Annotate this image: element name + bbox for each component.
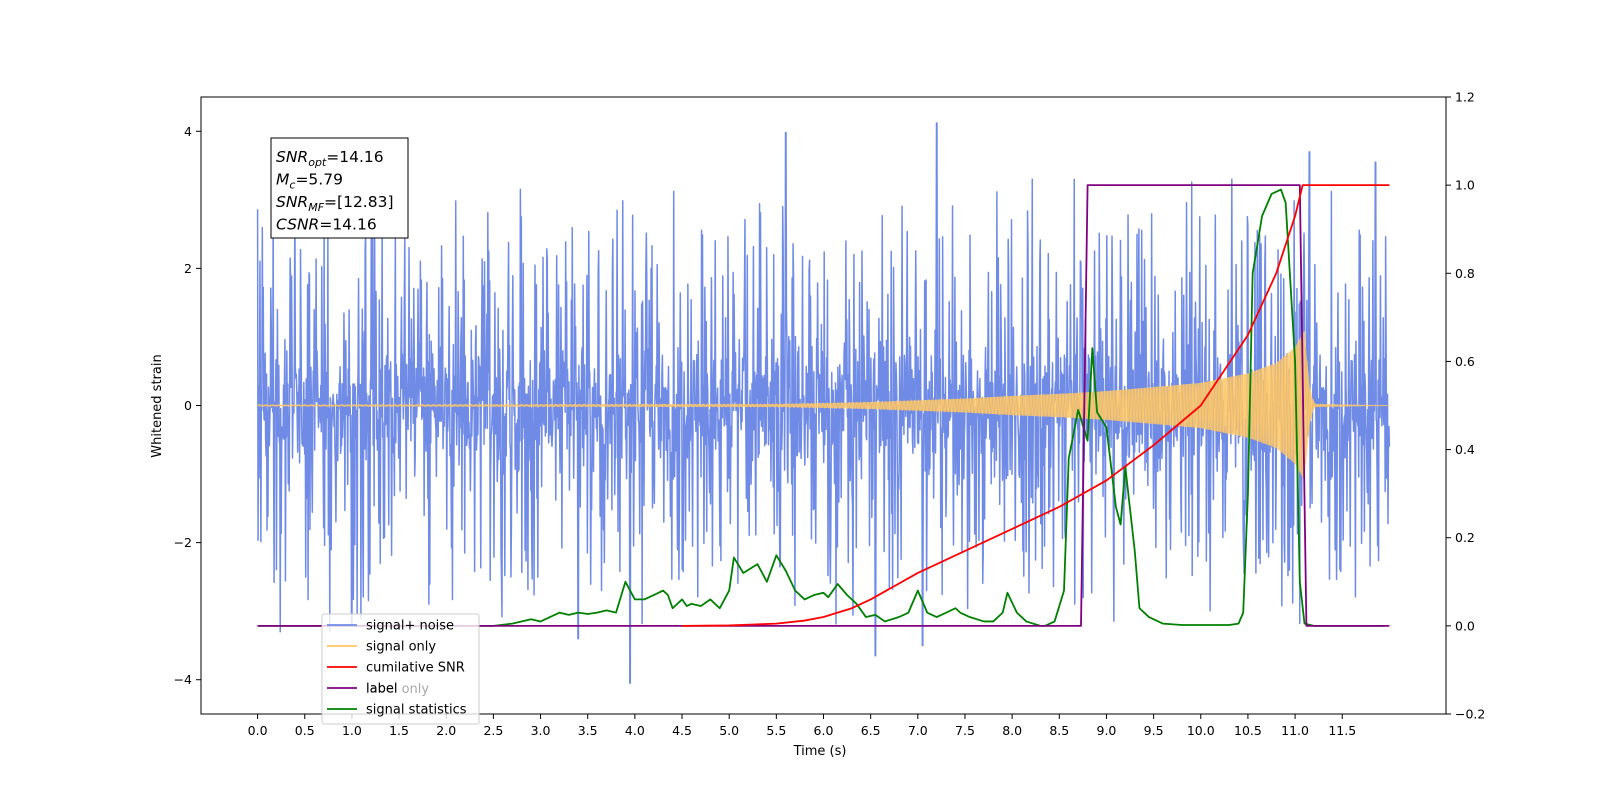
- x-tick-label: 7.0: [908, 723, 928, 738]
- legend-entry-label: signal statistics: [366, 703, 467, 718]
- y-right-tick-label: 1.0: [1455, 178, 1475, 193]
- y-tick-label: −2: [174, 535, 192, 550]
- y-right-tick-label: 0.4: [1455, 442, 1475, 457]
- stats-annotation-frame: [270, 137, 409, 239]
- legend-entry-label: signal only: [366, 640, 436, 655]
- x-tick-label: 11.5: [1328, 723, 1356, 738]
- y-axis-label: Whitened strain: [150, 354, 165, 457]
- x-tick-label: 2.5: [483, 723, 503, 738]
- legend-entry-label: cumilative SNR: [366, 661, 465, 676]
- y-right-tick-label: 0.8: [1455, 266, 1475, 281]
- series-signal-statistics-line: [257, 188, 1385, 627]
- legend-hidden-label: label only: [366, 682, 429, 697]
- y-right-tick-label: −0.2: [1455, 707, 1485, 722]
- x-tick-label: 6.5: [861, 723, 881, 738]
- legend: label only signal+ noise signal only cumila…: [321, 613, 480, 725]
- x-tick-label: 9.0: [1097, 723, 1117, 738]
- y-right-tick-label: 0.6: [1455, 354, 1475, 369]
- y-tick-label: −4: [174, 672, 192, 687]
- x-tick-label: 8.5: [1049, 723, 1069, 738]
- legend-frame: [321, 613, 480, 725]
- x-tick-label: 5.0: [719, 723, 739, 738]
- x-tick-label: 0.0: [248, 723, 268, 738]
- stats-annotation-line: SNRMF=[12.83]: [276, 193, 394, 214]
- x-tick-label: 1.5: [389, 723, 409, 738]
- y-right-tick-label: 0.2: [1455, 530, 1475, 545]
- y-right-tick-label: 1.2: [1455, 90, 1475, 105]
- x-tick-label: 1.0: [342, 723, 362, 738]
- x-tick-label: 11.0: [1281, 723, 1309, 738]
- x-tick-label: 5.5: [766, 723, 786, 738]
- x-tick-label: 10.0: [1187, 723, 1215, 738]
- x-tick-label: 0.5: [295, 723, 315, 738]
- y-right-tick-label: 0.0: [1455, 618, 1475, 633]
- x-tick-label: 8.0: [1002, 723, 1022, 738]
- stats-annotation-line: CSNR=14.16: [276, 216, 377, 234]
- series-cumulative-snr-line: [682, 184, 1390, 627]
- y-tick-label: 4: [184, 124, 192, 139]
- x-tick-label: 7.5: [955, 723, 975, 738]
- legend-entry-label: signal+ noise: [366, 619, 454, 634]
- x-tick-label: 4.5: [672, 723, 692, 738]
- x-tick-label: 2.0: [436, 723, 456, 738]
- x-tick-label: 3.0: [531, 723, 551, 738]
- series-label-line: [257, 184, 1390, 627]
- x-tick-label: 10.5: [1234, 723, 1262, 738]
- legend-entry-label: label: [366, 682, 397, 697]
- stats-annotation-line: Mc=5.79: [276, 171, 343, 192]
- x-axis-label: Time (s): [793, 744, 847, 759]
- x-tick-label: 9.5: [1144, 723, 1164, 738]
- stats-annotation-line: SNRopt=14.16: [276, 148, 384, 169]
- y-tick-label: 2: [184, 261, 192, 276]
- x-tick-label: 4.0: [625, 723, 645, 738]
- y-tick-label: 0: [184, 398, 192, 413]
- x-tick-label: 6.0: [814, 723, 834, 738]
- x-tick-label: 3.5: [578, 723, 598, 738]
